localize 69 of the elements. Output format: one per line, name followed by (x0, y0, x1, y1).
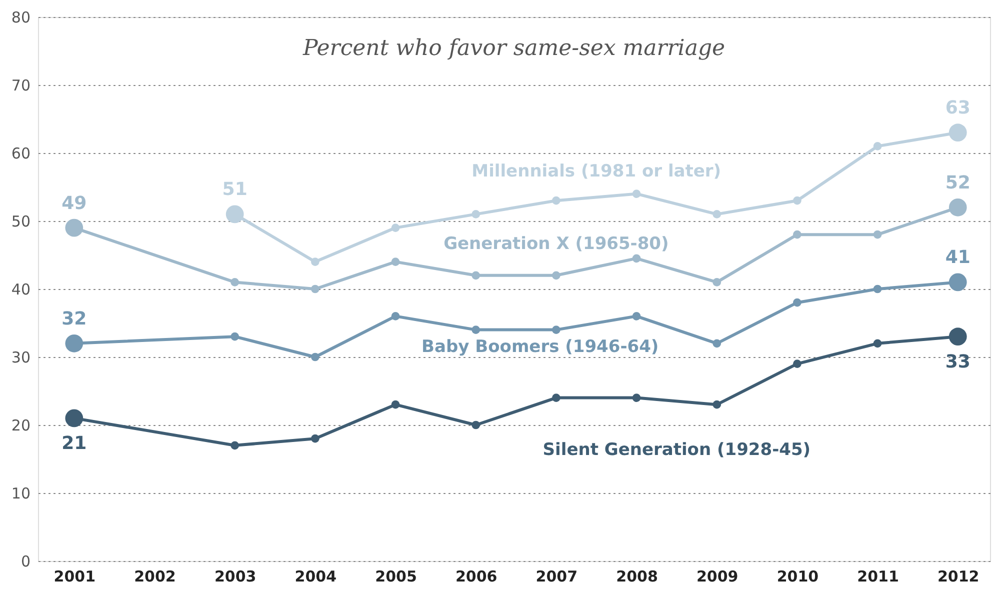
y-tick-label: 20 (11, 416, 30, 434)
point (472, 326, 480, 334)
x-tick-label: 2008 (616, 568, 658, 586)
x-tick-label: 2011 (857, 568, 899, 586)
x-tick-label: 2009 (696, 568, 738, 586)
data-label: 33 (945, 352, 970, 373)
data-label: 63 (945, 98, 970, 119)
x-tick-label: 2001 (54, 568, 96, 586)
point (632, 394, 641, 402)
point (712, 278, 722, 286)
point (391, 258, 400, 266)
point (712, 400, 722, 409)
point (632, 312, 641, 320)
y-tick-label: 50 (11, 212, 30, 230)
x-tick-label: 2007 (536, 568, 578, 586)
data-label: 49 (62, 192, 87, 214)
data-label: 41 (945, 247, 970, 268)
point (552, 326, 560, 334)
x-tick-label: 2005 (375, 568, 417, 586)
point (793, 298, 802, 307)
point (873, 230, 882, 239)
point (391, 224, 400, 232)
point (472, 210, 480, 218)
x-tick-label: 2004 (294, 568, 337, 586)
point (712, 339, 722, 348)
point (310, 284, 320, 294)
point (472, 420, 480, 430)
series-label: Millennials (1981 or later) (472, 161, 722, 182)
point (712, 210, 722, 218)
point (310, 352, 320, 362)
point (310, 434, 320, 443)
point (230, 332, 240, 341)
x-tick-label: 2010 (776, 568, 819, 586)
point (472, 271, 480, 280)
series-label: Generation X (1965-80) (444, 234, 669, 254)
text: Silent Generation (1928-45) (542, 440, 811, 460)
point (230, 278, 240, 286)
point (793, 196, 802, 205)
data-label: 51 (222, 179, 248, 200)
point (230, 441, 240, 450)
point (391, 312, 400, 320)
x-tick-label: 2012 (937, 568, 980, 586)
x-tick-label: 2002 (134, 568, 176, 586)
point (793, 230, 802, 239)
data-label: 32 (62, 308, 87, 330)
point (873, 284, 882, 294)
point (552, 394, 560, 402)
y-tick-label: 70 (11, 76, 30, 94)
data-label: 21 (62, 433, 87, 454)
point (552, 196, 560, 205)
y-tick-label: 40 (11, 280, 30, 298)
point (391, 400, 400, 409)
x-tick-label: 2006 (455, 568, 498, 586)
data-label: 52 (945, 172, 970, 194)
text: Percent who favor same-sex marriage (302, 36, 726, 61)
point (632, 190, 641, 198)
series-label: Baby Boomers (1946-64) (422, 336, 659, 357)
point (552, 271, 560, 280)
point (873, 142, 882, 150)
y-tick-label: 10 (11, 484, 30, 502)
y-tick-label: 80 (11, 8, 30, 26)
y-tick-label: 0 (20, 552, 30, 570)
point (310, 258, 320, 266)
point (873, 339, 882, 348)
point (793, 360, 802, 368)
y-tick-label: 30 (11, 348, 30, 366)
point (632, 254, 641, 263)
y-tick-label: 60 (11, 144, 30, 162)
x-tick-label: 2003 (214, 568, 256, 586)
